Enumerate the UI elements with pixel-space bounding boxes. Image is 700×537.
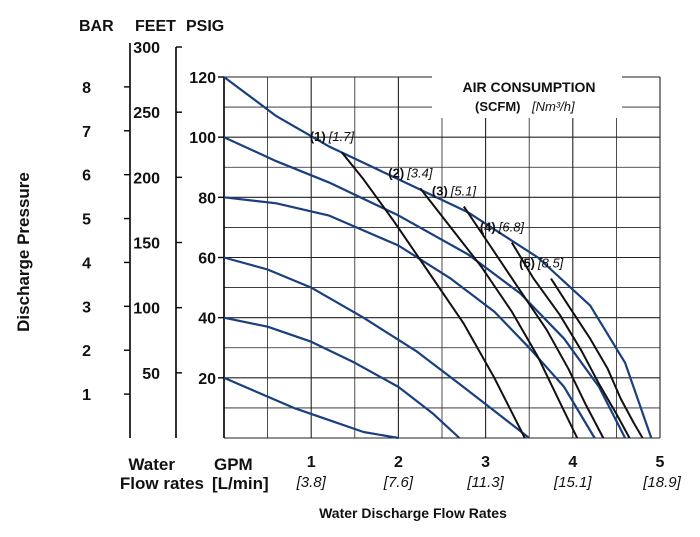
feet-tick-label: 60 xyxy=(198,251,216,268)
x-tick-label-lpm: [15.1] xyxy=(553,474,592,491)
feet-tick-label: 40 xyxy=(198,311,216,328)
pressure-curve xyxy=(223,256,530,439)
feet-tick-label: 80 xyxy=(198,190,216,207)
air-curve-label: (2) xyxy=(388,165,404,180)
pressure-curve xyxy=(223,196,596,439)
psig-tick-label: 250 xyxy=(133,105,160,122)
x-tick-label-gpm: 5 xyxy=(656,454,665,471)
psig-tick-label: 50 xyxy=(142,366,160,383)
air-curve-label: (5) xyxy=(519,256,535,271)
legend-title-scfm: (SCFM) xyxy=(475,99,521,114)
pressure-curve xyxy=(223,136,627,439)
air-consumption-curve xyxy=(340,151,526,439)
x-tick-label-gpm: 2 xyxy=(394,454,403,471)
x-tick-label-lpm: [11.3] xyxy=(466,474,504,491)
bar-tick-label: 5 xyxy=(82,212,91,229)
psig-tick-label: 300 xyxy=(133,40,160,57)
air-curve-label: (4) xyxy=(480,219,496,234)
x-unit-gpm: GPM xyxy=(214,455,253,474)
x-tick-label-gpm: 1 xyxy=(307,454,316,471)
bar-tick-label: 4 xyxy=(82,255,91,272)
air-curve-label-metric: [3.4] xyxy=(406,165,433,180)
x-tick-label-gpm: 4 xyxy=(568,454,577,471)
psig-tick-label: 150 xyxy=(133,236,160,253)
air-curve-label-metric: [1.7] xyxy=(328,129,355,144)
air-consumption-curve xyxy=(510,241,631,439)
x-header-water: Water xyxy=(128,455,175,474)
bar-tick-label: 1 xyxy=(82,387,91,404)
y-axis-label: Discharge Pressure xyxy=(14,172,33,332)
x-tick-label-gpm: 3 xyxy=(481,454,490,471)
air-curve-label: (3) xyxy=(432,183,448,198)
feet-tick-label: 20 xyxy=(198,371,216,388)
air-consumption-curve xyxy=(462,205,605,439)
air-curve-label: (1) xyxy=(310,129,326,144)
x-tick-label-lpm: [3.8] xyxy=(296,474,327,491)
feet-tick-label: 120 xyxy=(189,70,216,87)
tick-labels: 20 40 60 80 100 120 50 100 150 200 250 300 1 2 3 4 5 6 7 8 1… xyxy=(82,40,682,491)
bar-tick-label: 8 xyxy=(82,80,91,97)
air-consumption-curve xyxy=(550,278,644,439)
bar-axis-header: BAR xyxy=(79,18,114,35)
air-curve-label-metric: [6.8] xyxy=(498,219,525,234)
psig-tick-label: 200 xyxy=(133,170,160,187)
air-curve-label-metric: [5.1] xyxy=(450,183,477,198)
bar-tick-label: 2 xyxy=(82,343,91,360)
bar-tick-label: 7 xyxy=(82,124,91,141)
x-unit-lpm: [L/min] xyxy=(212,474,269,493)
air-consumption-curve xyxy=(419,187,579,439)
x-tick-label-lpm: [18.9] xyxy=(642,474,681,491)
x-axis-label: Water Discharge Flow Rates xyxy=(319,505,507,521)
psig-axis-header: PSIG xyxy=(186,18,224,35)
bar-tick-label: 6 xyxy=(82,168,91,185)
pressure-curve xyxy=(223,376,399,440)
psig-tick-label: 100 xyxy=(133,301,160,318)
bar-tick-label: 3 xyxy=(82,299,91,316)
air-consumption-curves: (1) [1.7] (2) [3.4] (3) [5.1] (4) [6.8] (5) [8.5] xyxy=(310,129,644,439)
legend-title-metric: [Nm³/h] xyxy=(531,99,575,114)
air-curve-label-metric: [8.5] xyxy=(537,256,564,271)
legend-title: AIR CONSUMPTION (SCFM) [Nm³/h] xyxy=(432,72,622,118)
feet-axis-header: FEET xyxy=(135,18,176,35)
x-header-flow-rates: Flow rates xyxy=(120,474,204,493)
feet-tick-label: 100 xyxy=(189,130,216,147)
legend-title-line1: AIR CONSUMPTION xyxy=(463,79,596,95)
pressure-curve xyxy=(223,316,461,439)
x-tick-label-lpm: [7.6] xyxy=(383,474,414,491)
